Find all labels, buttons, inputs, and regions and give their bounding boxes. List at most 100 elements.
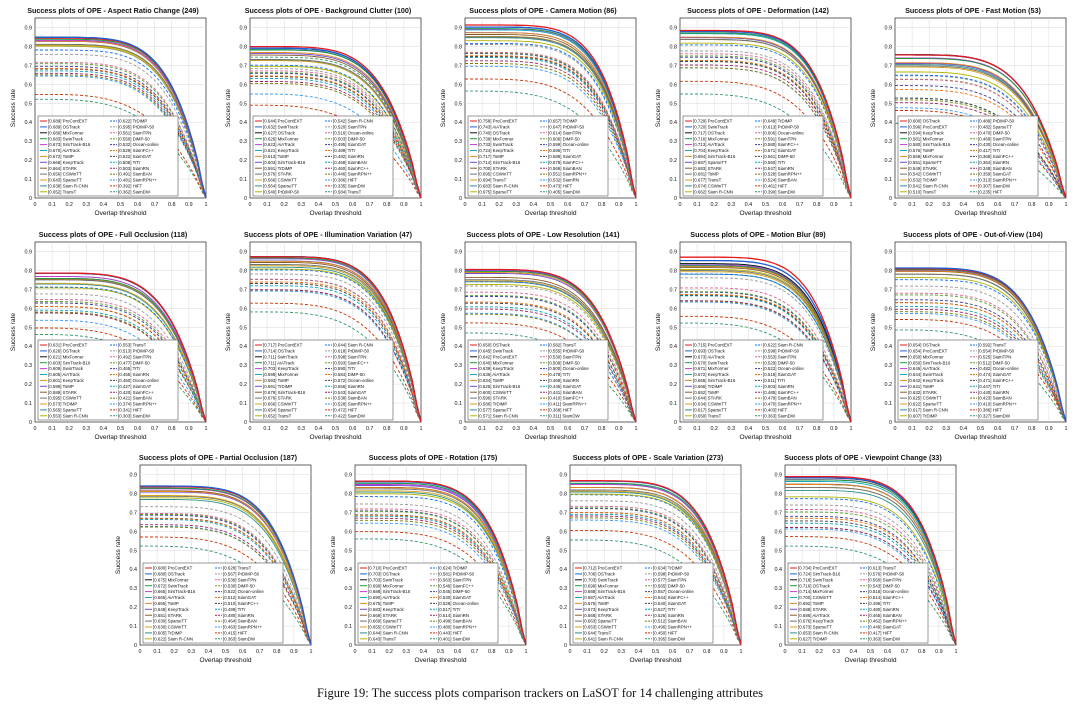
legend-entry: [0.547] SiamRN xyxy=(763,166,794,171)
x-tick-label: 0.8 xyxy=(1028,202,1036,208)
legend-entry: [0.734] ProContEXT xyxy=(798,566,838,571)
legend: [0.600] OSTrack[0.596] ProContEXT[0.594]… xyxy=(897,115,1039,197)
legend-entry: [0.613] ToMP xyxy=(263,154,289,159)
legend-entry: [0.480] SiamRN xyxy=(223,613,254,618)
legend-entry: [0.512] SiamGAT xyxy=(223,595,257,600)
legend-entry: [0.508] TrTr xyxy=(118,160,141,165)
legend-entry: [0.694] SimTrack-B16 xyxy=(693,154,736,159)
y-tick-label: 0.5 xyxy=(670,325,678,331)
legend-entry: [0.503] DiMP-50 xyxy=(333,136,365,141)
legend: [0.712] ProContEXT[0.706] OSTrack[0.703]… xyxy=(572,562,714,644)
legend-entry: [0.450] HiFT xyxy=(653,631,677,636)
legend-entry: [0.492] SiamTPN xyxy=(118,354,151,359)
y-tick-label: 0.8 xyxy=(560,491,568,497)
y-tick-label: 0.7 xyxy=(560,510,568,516)
legend-entry: [0.634] ToMP xyxy=(478,378,504,383)
x-tick-label: 0.2 xyxy=(385,649,393,655)
y-tick-label: 0.2 xyxy=(25,382,33,388)
y-tick-label: 0.1 xyxy=(455,401,463,407)
chart-title: Success plots of OPE - Illumination Vari… xyxy=(244,230,413,239)
series-line xyxy=(570,500,742,646)
y-tick-label: 0.2 xyxy=(885,382,893,388)
x-tick-label: 0.5 xyxy=(117,202,125,208)
x-tick-label: 1 xyxy=(850,202,853,208)
legend-entry: [0.455] SiamRN xyxy=(118,372,149,377)
legend-entry: [0.595] PrDiMP-50 xyxy=(118,125,155,130)
legend-entry: [0.482] SiamRN xyxy=(333,154,364,159)
legend-entry: [0.481] SiamRPN++ xyxy=(118,178,157,183)
y-tick-label: 0.2 xyxy=(345,605,353,611)
legend-entry: [0.561] SiamTPN xyxy=(118,130,151,135)
legend-entry: [0.474] SiamGAT xyxy=(978,372,1012,377)
legend-entry: [0.363] SiamDW xyxy=(223,636,256,641)
series-line xyxy=(895,79,1067,199)
x-axis-label: Overlap threshold xyxy=(524,210,576,217)
legend-entry: [0.471] SiamFC++ xyxy=(978,378,1014,383)
x-tick-label: 0.6 xyxy=(779,426,787,432)
x-tick-label: 0.5 xyxy=(762,426,770,432)
legend-entry: [0.529] DiMP-50 xyxy=(763,360,795,365)
legend-entry: [0.522] SiamGAT xyxy=(118,154,152,159)
series-line xyxy=(250,53,422,199)
legend-entry: [0.307] SiamDW xyxy=(978,184,1011,189)
legend-entry: [0.724] SimTrack-B16 xyxy=(798,572,841,577)
y-tick-label: 0.6 xyxy=(25,306,33,312)
x-tick-label: 0.7 xyxy=(1011,202,1019,208)
legend-entry: [0.582] TransT xyxy=(548,343,577,348)
x-axis-label: Overlap threshold xyxy=(954,210,1006,217)
y-tick-label: 0.2 xyxy=(885,158,893,164)
series-line xyxy=(465,53,637,199)
y-tick-label: 0.4 xyxy=(455,120,463,126)
y-tick-label: 0 xyxy=(29,420,32,426)
series-line xyxy=(895,279,1067,423)
legend-entry: [0.672] ToMP xyxy=(48,154,74,159)
legend-entry: [0.648] KeepTrack xyxy=(153,607,190,612)
legend-entry: [0.740] OSTrack xyxy=(478,130,511,135)
y-tick-label: 0.4 xyxy=(670,120,678,126)
y-tick-label: 0.8 xyxy=(455,44,463,50)
x-tick-label: 0.5 xyxy=(332,202,340,208)
legend-entry: [0.559] MixFormer xyxy=(908,154,944,159)
series-line xyxy=(35,72,207,199)
success-plot-11: Success plots of OPE - Partial Occlusion… xyxy=(115,453,313,664)
legend-entry: [0.584] TransT xyxy=(333,189,362,194)
success-plot-2: Success plots of OPE - Background Clutte… xyxy=(225,6,423,217)
legend-entry: [0.411] SiamRPN++ xyxy=(548,402,587,407)
y-tick-label: 0.8 xyxy=(455,268,463,274)
chart-title: Success plots of OPE - Background Clutte… xyxy=(245,6,412,15)
x-tick-label: 0.6 xyxy=(564,202,572,208)
legend-entry: [0.472] HiFT xyxy=(333,408,357,413)
series-line xyxy=(465,268,637,423)
series-line xyxy=(895,305,1067,423)
legend-entry: [0.699] MixFormer xyxy=(368,583,404,588)
series-line xyxy=(465,273,637,423)
legend-entry: [0.410] SiamFC++ xyxy=(548,396,584,401)
legend-entry: [0.675] ToMP xyxy=(368,601,394,606)
y-tick-label: 0.5 xyxy=(240,325,248,331)
chart-title: Success plots of OPE - Fast Motion (53) xyxy=(905,6,1041,15)
legend-entry: [0.714] MixFormer xyxy=(798,589,834,594)
legend-entry: [0.653] Siam R-CNN xyxy=(798,631,838,636)
legend-entry: [0.675] MixFormer xyxy=(153,577,189,582)
legend-entry: [0.683] STARK xyxy=(693,166,722,171)
legend-entry: [0.363] SiamDW xyxy=(868,636,901,641)
x-tick-label: 0.2 xyxy=(925,426,933,432)
legend-entry: [0.403] HiFT xyxy=(763,408,787,413)
x-tick-label: 0.4 xyxy=(100,202,108,208)
series-line xyxy=(570,484,742,646)
series-line xyxy=(570,519,742,646)
y-tick-label: 0.6 xyxy=(885,306,893,312)
legend-entry: [0.636] AiATrack xyxy=(478,372,511,377)
series-line xyxy=(680,322,852,423)
y-tick-label: 0.2 xyxy=(240,382,248,388)
chart-title: Success plots of OPE - Motion Blur (89) xyxy=(690,230,826,239)
legend-entry: [0.669] SparseTT xyxy=(368,619,402,624)
legend-box xyxy=(142,562,284,644)
series-line xyxy=(35,298,207,423)
legend-entry: [0.473] HiFT xyxy=(548,184,572,189)
series-line xyxy=(895,54,1067,199)
legend-entry: [0.631] ProContEXT xyxy=(48,343,88,348)
x-tick-label: 0.2 xyxy=(280,426,288,432)
legend-entry: [0.525] SiamTPN xyxy=(978,354,1011,359)
y-tick-label: 0.8 xyxy=(775,491,783,497)
